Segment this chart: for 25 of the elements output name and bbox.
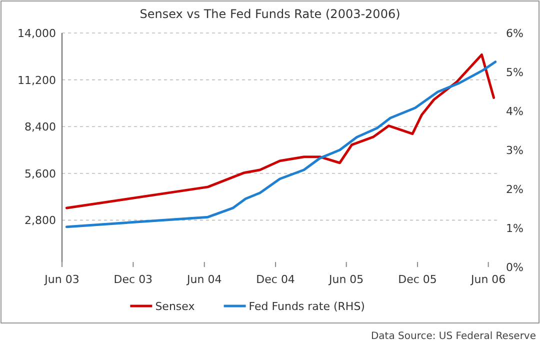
x-tick-label: Jun 05 [328, 273, 364, 286]
y-tick-label: 5,600 [24, 167, 56, 180]
x-tick-label: Jun 04 [186, 273, 222, 286]
y-tick-label: 11,200 [18, 74, 56, 87]
x-tick-label: Jun 03 [44, 273, 80, 286]
chart-title: Sensex vs The Fed Funds Rate (2003-2006) [140, 7, 400, 21]
y-tick-label: 8,400 [24, 120, 56, 134]
legend-label: Fed Funds rate (RHS) [248, 300, 365, 313]
x-tick-label: Jun 06 [470, 273, 506, 286]
legend-label: Sensex [155, 300, 196, 313]
x-tick-label: Dec 05 [398, 273, 437, 286]
y-tick-label: 2,800 [24, 214, 56, 228]
line-series [65, 53, 496, 210]
x-tick-label: Dec 03 [114, 273, 153, 286]
y2-tick-label: 4% [506, 105, 524, 118]
y2-tick-label: 1% [506, 222, 524, 235]
x-tick-label: Dec 04 [256, 273, 295, 286]
source-note: Data Source: US Federal Reserve [370, 331, 536, 342]
y2-tick-label: 2% [506, 183, 524, 196]
y2-tick-label: 3% [506, 144, 524, 157]
y2-tick-label: 0% [506, 261, 524, 274]
y2-tick-label: 6% [506, 27, 524, 40]
y-tick-label: 14,000 [18, 27, 56, 40]
y2-tick-label: 5% [506, 66, 524, 79]
line-series [65, 60, 497, 228]
